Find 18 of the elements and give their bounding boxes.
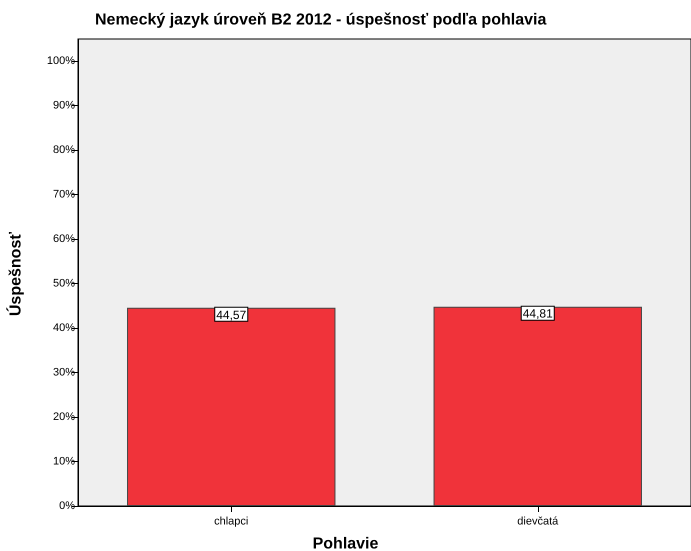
y-tick-label: 40% — [52, 322, 76, 334]
y-tick-label: 90% — [52, 100, 76, 112]
y-tick-label: 80% — [52, 144, 76, 156]
y-tick-label: 30% — [52, 366, 76, 379]
y-tick-label: 20% — [52, 411, 76, 424]
y-tick-label: 10% — [52, 456, 76, 468]
x-tick-label: chlapci — [214, 516, 248, 528]
y-tick-label: 50% — [52, 278, 76, 290]
data-label: 44,57 — [216, 308, 247, 322]
y-tick-label: 0% — [59, 500, 76, 512]
y-axis-title: Úspešnosť — [6, 232, 24, 316]
y-tick-label: 70% — [52, 188, 76, 201]
data-label: 44,81 — [522, 306, 554, 321]
x-tick-label: dievčatá — [517, 516, 560, 528]
y-tick-label: 60% — [52, 233, 76, 246]
x-axis-title: Pohlavie — [312, 536, 379, 551]
y-tick-label: 100% — [46, 55, 76, 68]
chart-title: Nemecký jazyk úroveň B2 2012 - úspešnosť podľa pohlavia — [95, 12, 546, 28]
